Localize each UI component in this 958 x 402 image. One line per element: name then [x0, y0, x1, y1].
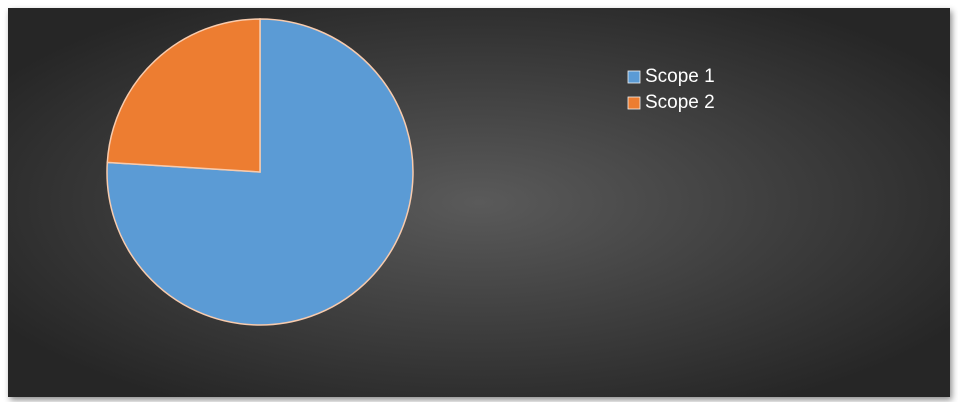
- legend-label: Scope 1: [645, 66, 715, 87]
- pie-slice: [106, 18, 261, 173]
- legend-swatch: [627, 70, 641, 84]
- legend-label: Scope 2: [645, 92, 715, 113]
- chart-frame: Scope 1 Scope 2: [8, 8, 950, 397]
- pie-slice: [106, 18, 414, 326]
- chart: Scope 1 Scope 2: [8, 8, 950, 397]
- legend-swatch: [627, 96, 641, 110]
